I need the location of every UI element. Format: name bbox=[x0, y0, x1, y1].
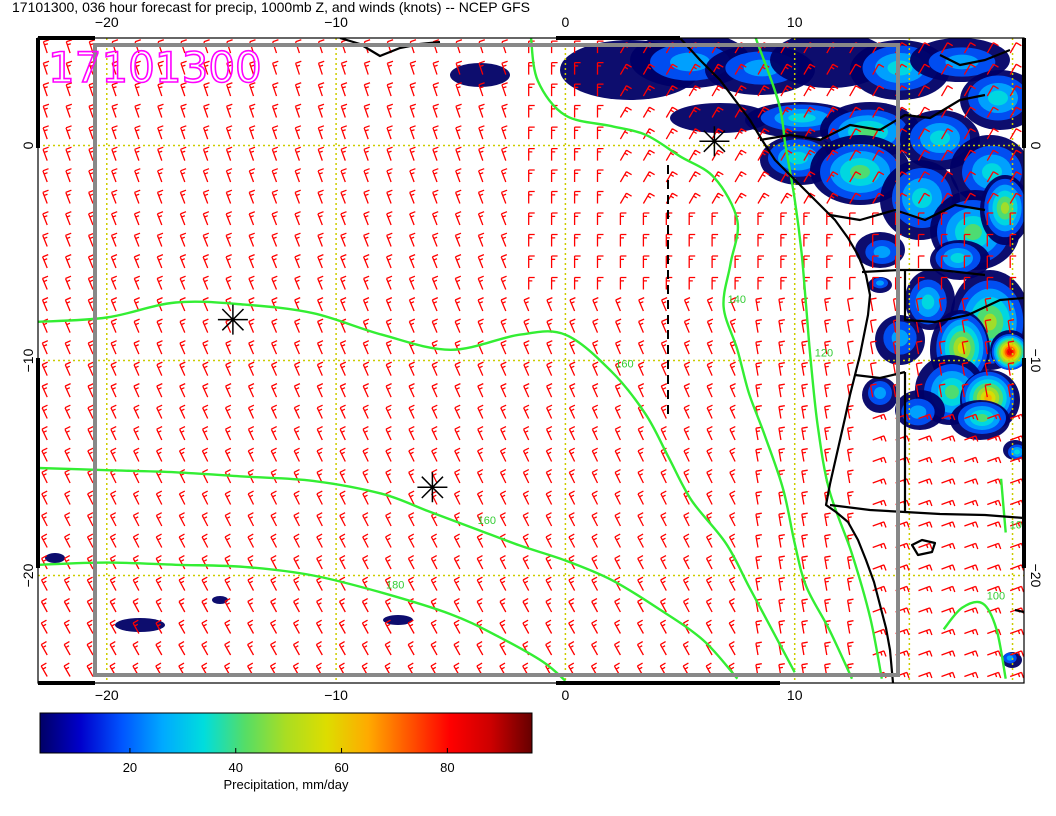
colorbar-gradient bbox=[39, 712, 533, 754]
pressure-center-marker bbox=[217, 304, 248, 335]
height-contour-100 bbox=[942, 600, 1007, 679]
pressure-center-marker bbox=[699, 126, 730, 157]
colorbar-tick-label: 80 bbox=[440, 760, 454, 775]
x-tick-label-top: −20 bbox=[95, 14, 119, 30]
pressure-centers bbox=[217, 126, 730, 503]
border-6 bbox=[829, 503, 1024, 520]
height-contour-180 bbox=[38, 561, 567, 682]
island-1 bbox=[910, 538, 937, 557]
x-tick-label-bottom: −10 bbox=[324, 687, 348, 703]
wind-barb-field bbox=[40, 39, 1024, 679]
figure-title: 17101300, 036 hour forecast for precip, … bbox=[12, 0, 530, 15]
height-contours: 160 160 180 140 120 100 100 bbox=[38, 38, 1028, 682]
contour-label: 180 bbox=[386, 580, 404, 592]
date-stamp: 17101300 bbox=[48, 43, 262, 92]
border-8 bbox=[939, 48, 1011, 67]
colorbar-tick-label: 20 bbox=[123, 760, 137, 775]
x-tick-label-top: 10 bbox=[787, 14, 803, 30]
x-tick-label-bottom: 0 bbox=[561, 687, 569, 703]
x-tick-label-bottom: −20 bbox=[95, 687, 119, 703]
x-tick-label-top: 0 bbox=[561, 14, 569, 30]
x-tick-label-top: −10 bbox=[324, 14, 348, 30]
x-tick-label-bottom: 10 bbox=[787, 687, 803, 703]
domain-frame bbox=[93, 43, 900, 677]
border-2 bbox=[829, 203, 986, 222]
border-ticks bbox=[36, 36, 1026, 685]
contour-label: 100 bbox=[987, 590, 1005, 602]
coastline-africa-west bbox=[679, 38, 895, 683]
wind-barbs bbox=[40, 39, 1024, 679]
colorbar-label: Precipitation, mm/day bbox=[224, 777, 349, 792]
height-contour-160 bbox=[38, 300, 796, 673]
colorbar-tick-label: 60 bbox=[334, 760, 348, 775]
contour-label: 120 bbox=[815, 348, 833, 360]
y-tick-label-left: −10 bbox=[20, 348, 36, 372]
contour-label: 160 bbox=[478, 515, 496, 527]
height-contour-100 bbox=[999, 478, 1007, 533]
y-tick-label-left: 0 bbox=[20, 141, 36, 149]
y-tick-label-left: −20 bbox=[20, 563, 36, 587]
height-contour-160 bbox=[38, 466, 739, 680]
y-tick-label-right: −10 bbox=[1028, 349, 1044, 373]
y-tick-label-right: −20 bbox=[1028, 564, 1044, 588]
pressure-center-marker bbox=[417, 472, 448, 503]
contour-label: 160 bbox=[615, 358, 633, 370]
height-contour-120 bbox=[754, 38, 883, 679]
height-contour-140 bbox=[529, 38, 854, 680]
border-9 bbox=[1014, 608, 1024, 614]
y-tick-label-right: 0 bbox=[1028, 142, 1044, 150]
contour-label: 140 bbox=[728, 294, 746, 306]
border-3 bbox=[861, 268, 986, 277]
border-4 bbox=[903, 270, 1024, 324]
colorbar-tick-label: 40 bbox=[229, 760, 243, 775]
coastlines bbox=[339, 38, 1024, 683]
colorbar-ticks: 20 40 60 80 bbox=[123, 748, 455, 775]
colorbar: 20 40 60 80 Precipitation, mm/day bbox=[39, 712, 533, 792]
contour-label: 100 bbox=[1010, 520, 1028, 532]
border-1 bbox=[759, 93, 986, 142]
